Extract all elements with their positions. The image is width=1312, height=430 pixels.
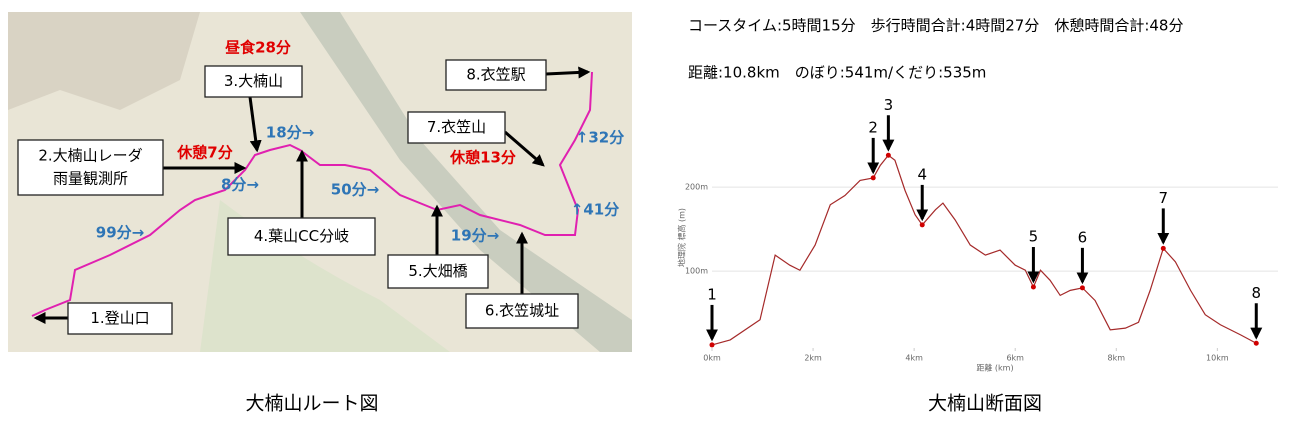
point-box	[67, 302, 173, 335]
y-tick-label: 100m	[685, 267, 708, 276]
x-tick-label: 6km	[1006, 354, 1024, 363]
x-tick-label: 0km	[703, 354, 721, 363]
map-town	[8, 12, 200, 110]
time-label: 99分→	[96, 224, 144, 242]
point-box	[465, 293, 579, 329]
annotation-label: 1	[707, 285, 717, 303]
annotation-dot	[709, 342, 715, 348]
time-label: 休憩13分	[449, 149, 516, 167]
x-tick-label: 10km	[1206, 354, 1229, 363]
annotation-dot	[919, 222, 925, 228]
elevation-chart: 100m 200m 0km 2km 4km 6km 8km 10km 距離 (km) 地理院 標高…	[677, 96, 1278, 373]
annotation-dot	[1160, 245, 1166, 251]
annotation-label: 4	[917, 165, 927, 183]
x-tick-label: 4km	[905, 354, 923, 363]
map-highway	[300, 12, 632, 352]
point-label: 3.大楠山	[224, 72, 283, 90]
point-label: 4.葉山CC分岐	[254, 227, 349, 245]
annotation-dot	[885, 152, 891, 158]
annotation-dot	[1079, 285, 1085, 291]
elevation-line	[711, 154, 1257, 346]
annotation-label: 7	[1159, 189, 1169, 207]
point-label: 1.登山口	[90, 309, 149, 327]
distance: 距離:10.8km のぼり:541m/くだり:535m	[688, 64, 986, 82]
point-box	[407, 111, 506, 144]
point-arrow	[545, 66, 591, 79]
time-label: 50分→	[331, 181, 379, 199]
point-label: 6.衣笠城址	[485, 302, 559, 320]
x-tick-label: 8km	[1108, 354, 1126, 363]
annotation-dot	[870, 175, 876, 181]
time-label: 18分→	[266, 124, 314, 142]
annotation-label: 5	[1029, 228, 1039, 246]
time-label: 8分→	[221, 176, 259, 194]
annotation-label: 2	[868, 118, 878, 136]
map-caption: 大楠山ルート図	[245, 393, 378, 415]
annotation-label: 8	[1251, 284, 1261, 302]
point-box	[17, 139, 164, 196]
time-label: 19分→	[451, 227, 499, 245]
annotation-dot	[1253, 340, 1259, 346]
point-label: 雨量観測所	[53, 170, 128, 188]
y-axis-label: 地理院 標高 (m)	[677, 208, 687, 267]
x-tick-label: 2km	[804, 354, 822, 363]
point-label: 5.大畑橋	[408, 262, 467, 280]
x-axis-label: 距離 (km)	[976, 363, 1013, 373]
point-arrow	[504, 130, 545, 167]
y-tick-label: 200m	[685, 183, 708, 192]
time-label: ↑41分	[571, 201, 619, 219]
route	[31, 71, 593, 317]
time-label: 休憩7分	[176, 144, 232, 162]
annotation-label: 6	[1078, 228, 1088, 246]
time-label: ↑32分	[576, 129, 624, 147]
annotation-label: 3	[884, 96, 894, 114]
time-label: 昼食28分	[225, 39, 291, 57]
point-box	[445, 59, 547, 91]
point-arrow	[248, 96, 262, 153]
point-box	[227, 217, 376, 256]
chart-caption: 大楠山断面図	[928, 393, 1042, 415]
point-label: 8.衣笠駅	[466, 66, 525, 84]
point-box	[387, 254, 489, 289]
point-label: 2.大楠山レーダ	[38, 147, 142, 165]
point-label: 7.衣笠山	[427, 118, 486, 136]
annotation-dot	[1030, 284, 1036, 290]
course-time: コースタイム:5時間15分 歩行時間合計:4時間27分 休憩時間合計:48分	[688, 17, 1183, 35]
point-box	[204, 65, 303, 98]
